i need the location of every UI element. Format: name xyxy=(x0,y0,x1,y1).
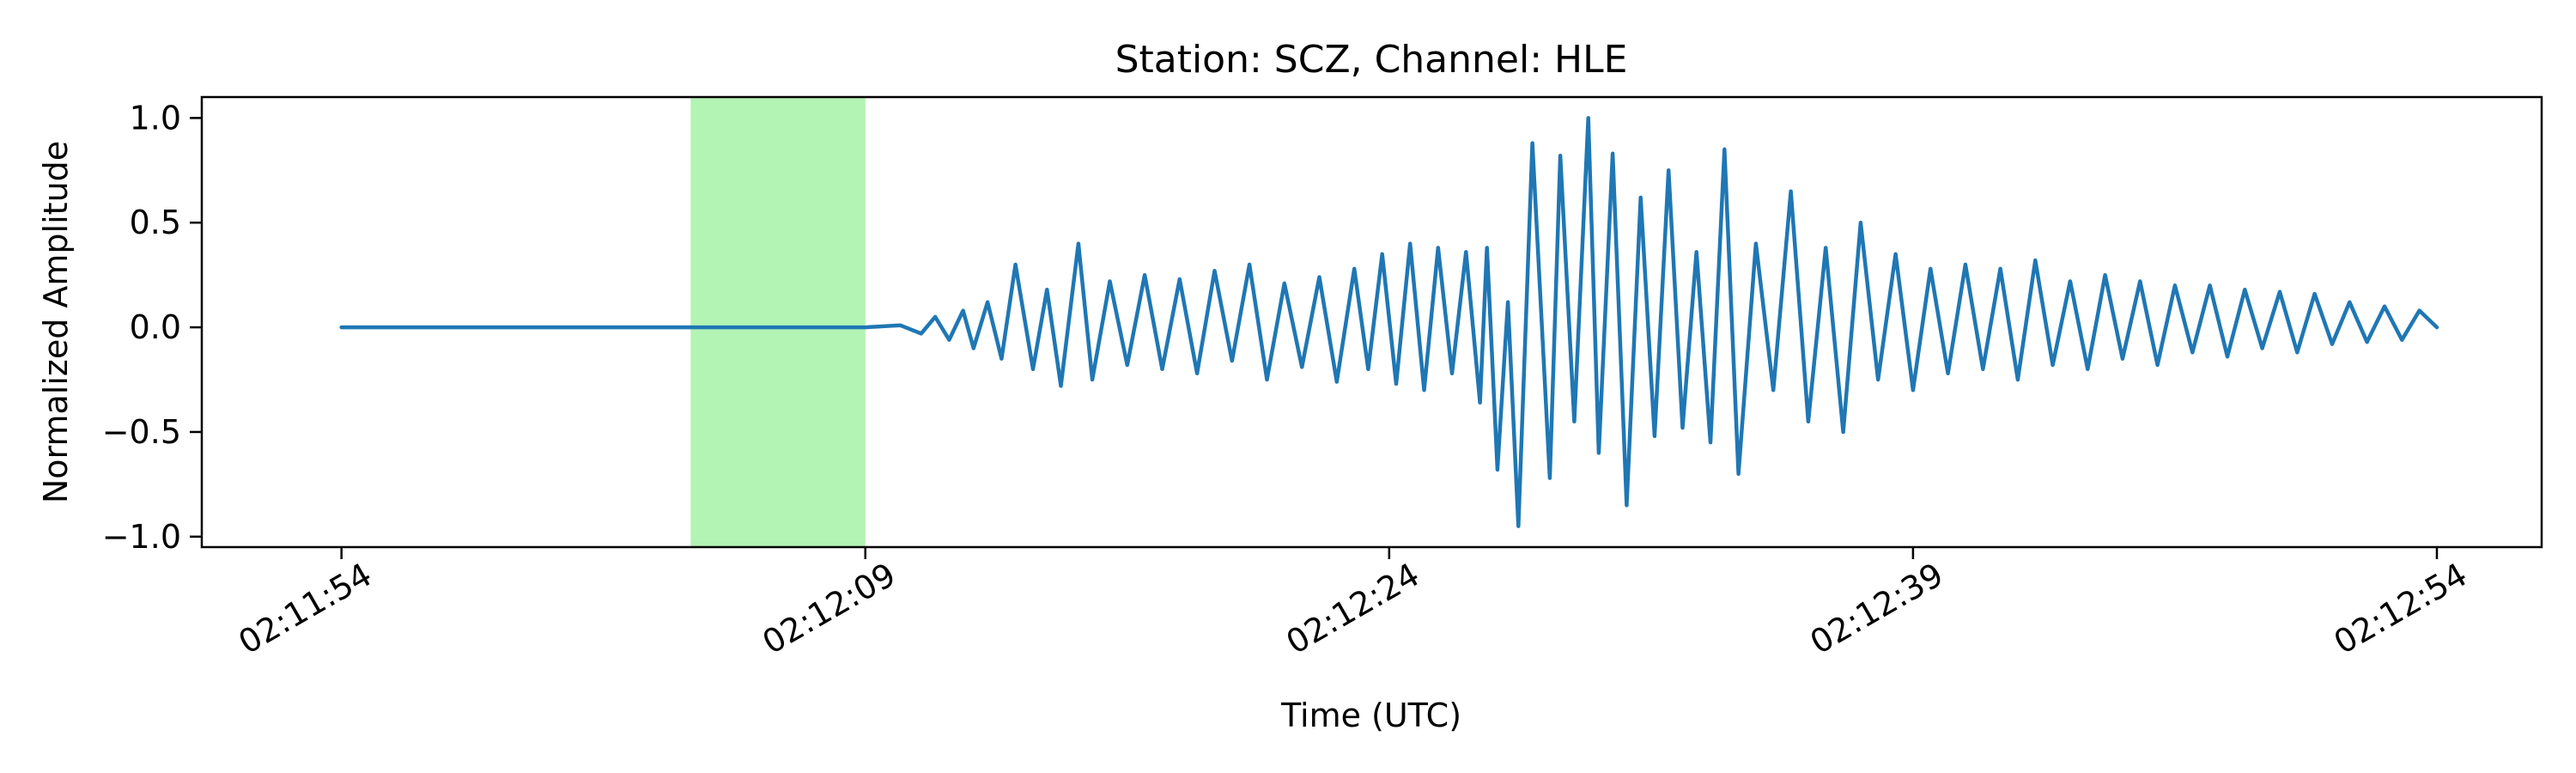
y-axis-label: Normalized Amplitude xyxy=(37,141,75,503)
y-tick-label: −1.0 xyxy=(102,518,181,556)
y-tick-label: 0.5 xyxy=(130,204,181,241)
y-tick-label: 1.0 xyxy=(130,99,181,137)
x-axis-label: Time (UTC) xyxy=(1280,697,1461,734)
plot-frame xyxy=(200,95,2543,549)
highlight-span xyxy=(690,97,866,547)
x-tick-label: 02:12:24 xyxy=(1280,556,1426,661)
x-tick-label: 02:12:54 xyxy=(2328,556,2474,661)
series-line-0 xyxy=(339,116,2439,528)
x-tick-label: 02:12:39 xyxy=(1804,556,1950,661)
y-tick-label: −0.5 xyxy=(102,413,181,451)
x-tick-label: 02:11:54 xyxy=(232,556,378,661)
chart-title: Station: SCZ, Channel: HLE xyxy=(1115,38,1628,82)
x-tick-label: 02:12:09 xyxy=(756,556,902,661)
y-tick-label: 0.0 xyxy=(130,308,181,346)
